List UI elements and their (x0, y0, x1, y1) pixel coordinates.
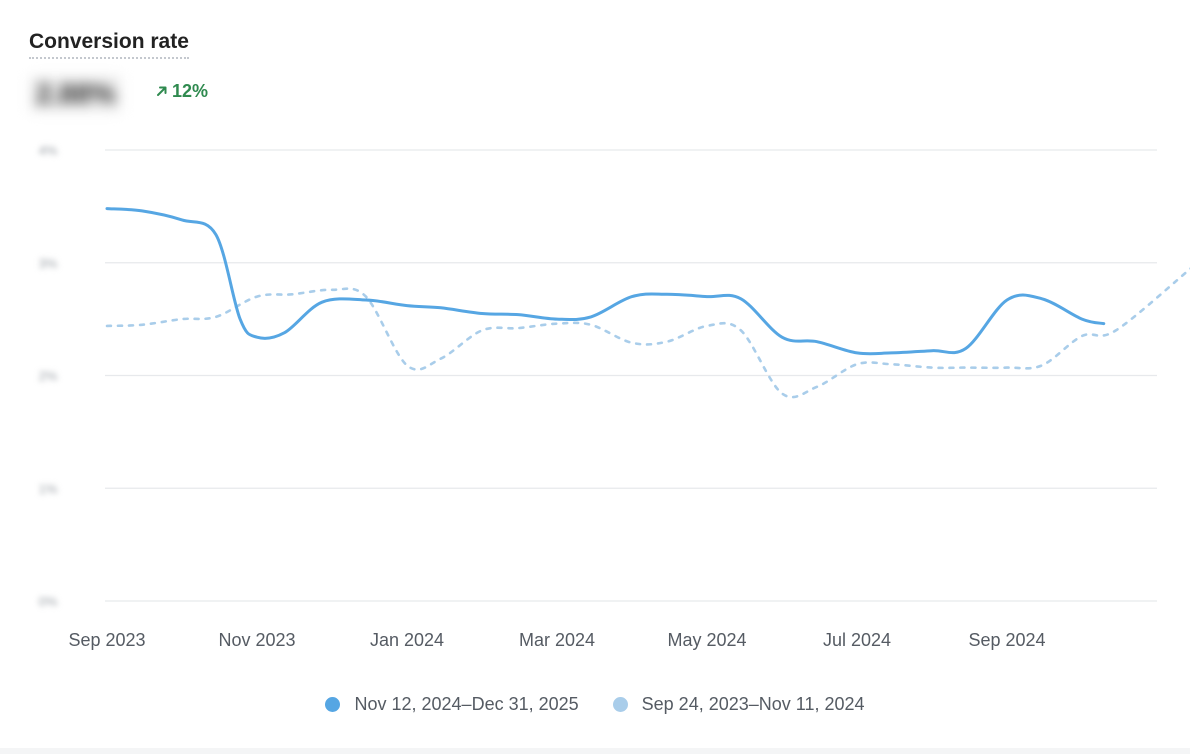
x-tick-label: Mar 2024 (519, 630, 595, 650)
series-line-current[interactable] (105, 207, 1106, 356)
chart-title[interactable]: Conversion rate (29, 30, 189, 59)
line-chart[interactable]: 4% 3% 2% 1% 0% Sep 2023 Nov 2023 Jan 2024 Mar 2… (0, 0, 1190, 690)
x-tick-label: Sep 2024 (968, 630, 1045, 650)
metric-value: 2.88% (30, 76, 122, 112)
y-tick-label: 4% (39, 143, 58, 158)
chart-grid (105, 149, 1157, 602)
x-tick-label: Jan 2024 (370, 630, 444, 650)
x-tick-label: Sep 2023 (68, 630, 145, 650)
series-lines (105, 207, 1190, 399)
legend-item-current[interactable]: Nov 12, 2024–Dec 31, 2025 (325, 694, 579, 715)
series-line-previous[interactable] (105, 267, 1190, 399)
y-tick-label: 3% (39, 256, 58, 271)
y-tick-label: 0% (39, 594, 58, 609)
y-tick-label: 1% (39, 481, 58, 496)
x-axis-ticks: Sep 2023 Nov 2023 Jan 2024 Mar 2024 May 2024… (68, 630, 1045, 650)
legend-item-previous[interactable]: Sep 24, 2023–Nov 11, 2024 (612, 694, 865, 715)
y-axis-ticks: 4% 3% 2% 1% 0% (39, 143, 58, 609)
legend: Nov 12, 2024–Dec 31, 2025 Sep 24, 2023–N… (0, 694, 1190, 715)
legend-label-previous: Sep 24, 2023–Nov 11, 2024 (641, 694, 865, 714)
y-tick-label: 2% (39, 369, 58, 384)
x-tick-label: May 2024 (667, 630, 746, 650)
x-tick-label: Nov 2023 (218, 630, 295, 650)
legend-dot-current (325, 697, 341, 712)
legend-dot-previous (612, 697, 628, 712)
legend-label-current: Nov 12, 2024–Dec 31, 2025 (354, 694, 579, 714)
bottom-strip (0, 748, 1190, 754)
arrow-up-right-icon (156, 85, 168, 97)
change-badge: 12% (156, 80, 208, 102)
change-value: 12% (172, 81, 209, 101)
x-tick-label: Jul 2024 (823, 630, 891, 650)
